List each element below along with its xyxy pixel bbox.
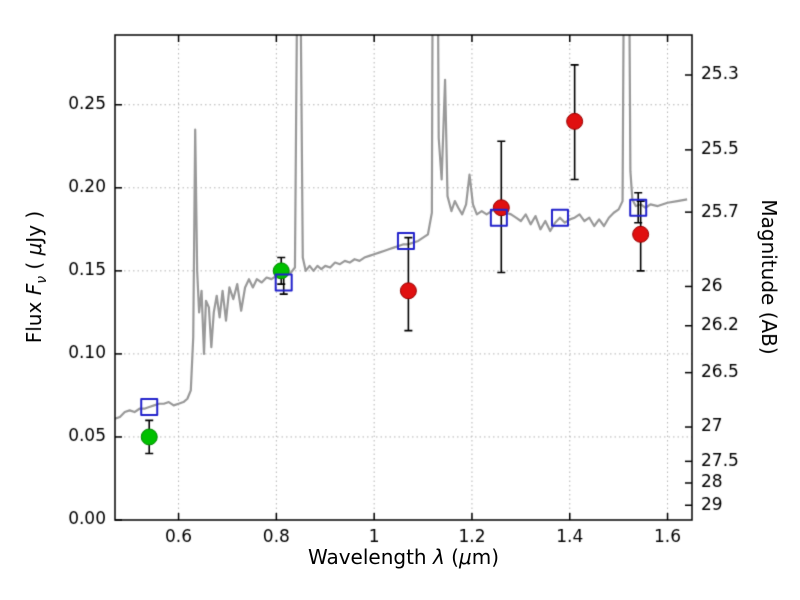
mu-symbol: μ <box>458 545 472 569</box>
y-axis-title-text: Flux <box>22 295 46 344</box>
x-axis-title: Wavelength λ (μm) <box>307 545 500 569</box>
mu-symbol: μ <box>22 242 46 256</box>
flux-symbol: F <box>22 283 46 296</box>
lambda-symbol: λ <box>432 545 445 569</box>
y-axis-title-left: Flux Fν ( μJy ) <box>22 210 50 344</box>
x-axis-title-text: Wavelength <box>307 545 433 569</box>
nu-subscript: ν <box>34 275 50 284</box>
y-axis-title-right: Magnitude (AB) <box>757 199 781 355</box>
